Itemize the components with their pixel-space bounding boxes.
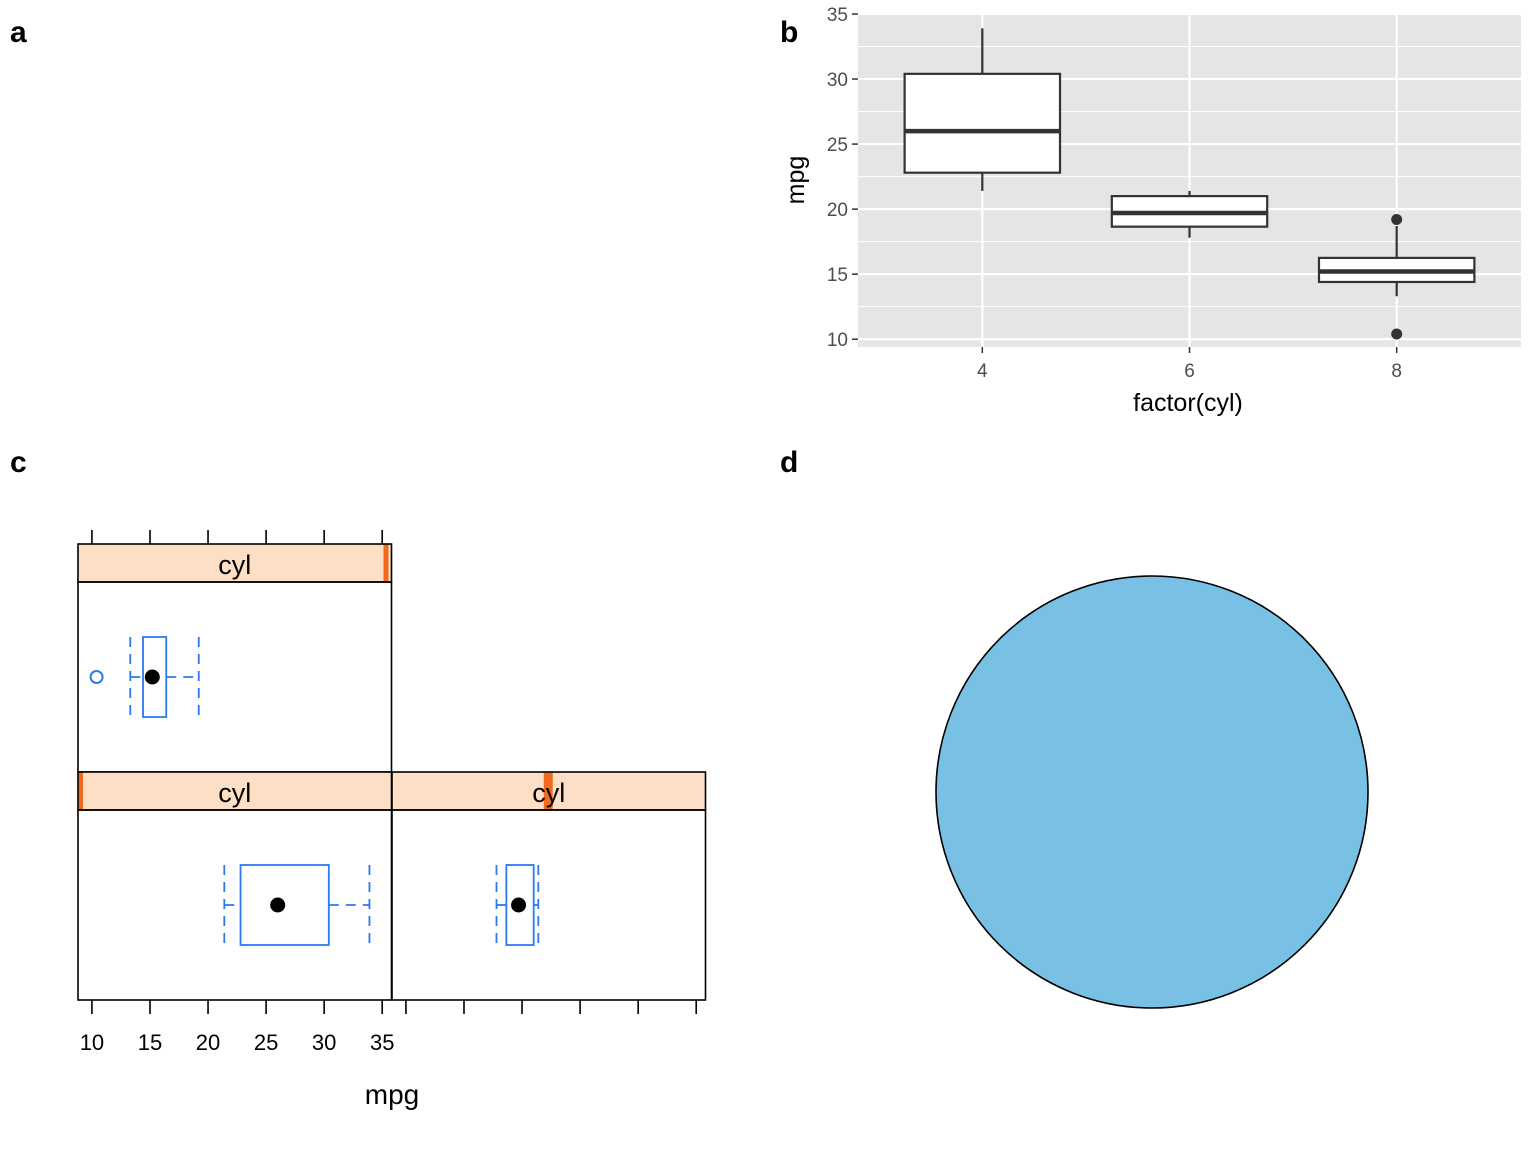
panel-d-circle	[935, 575, 1369, 1009]
panel-b-y-tick-label: 30	[827, 70, 848, 91]
panel-c-x-axis-title: mpg	[365, 1079, 419, 1110]
panel-c-panel-border	[391, 809, 707, 1001]
panel-c-strip-label: cyl	[218, 550, 251, 580]
panel-b-y-axis-title: mpg	[782, 156, 810, 205]
panel-c-bottom-tick-label: 25	[254, 1030, 278, 1055]
panel-b-x-tick-label: 4	[977, 361, 988, 382]
panel-b-outlier-point	[1391, 328, 1403, 340]
panel-c-strip-label: cyl	[218, 778, 251, 808]
panel-b-boxplot: factor(cyl) mpg 10 15 20 25 30 35 4 6 8	[782, 5, 1521, 417]
panel-tag-d: d	[780, 446, 798, 479]
panel-c-box	[142, 636, 168, 718]
panel-b-y-tick-label: 35	[827, 5, 848, 26]
panel-c-bottom-tick-label: 15	[138, 1030, 162, 1055]
panel-c-strip-label: cyl	[532, 778, 565, 808]
panel-c-strip-background	[78, 772, 392, 810]
panel-c-median-dot	[270, 897, 286, 913]
panel-tag-a: a	[10, 16, 27, 49]
panel-b-x-tick-label: 6	[1184, 361, 1195, 382]
panel-b-y-tick-label: 10	[827, 330, 848, 351]
panel-d-circle-plot	[935, 575, 1369, 1009]
panel-c-bottom-tick-label: 20	[196, 1030, 220, 1055]
panel-c-box	[239, 864, 330, 946]
panel-c-strip-level-marker	[543, 772, 553, 810]
panel-c-strip-background	[78, 544, 392, 582]
panel-b-y-tick-label: 20	[827, 200, 848, 221]
panel-b-box	[903, 72, 1062, 174]
panel-c-median-dot	[144, 669, 160, 685]
panel-c-box	[505, 864, 535, 946]
panel-c-strip-level-marker	[78, 772, 83, 810]
panel-b-outlier-point	[1391, 214, 1403, 226]
panel-b-y-tick-label: 25	[827, 135, 848, 156]
panel-c-strip-level-marker	[383, 544, 389, 582]
panel-b-y-tick-label: 15	[827, 265, 848, 286]
panel-c-bottom-tick-label: 30	[312, 1030, 336, 1055]
panel-c-bottom-tick-label: 10	[80, 1030, 104, 1055]
panel-c-panel-border	[77, 809, 393, 1001]
panel-tag-c: c	[10, 446, 27, 479]
panel-c-panel-border	[77, 581, 393, 773]
panel-c-median-dot	[511, 897, 527, 913]
panel-b-x-tick-label: 8	[1391, 361, 1402, 382]
panel-c-bottom-tick-label: 35	[370, 1030, 394, 1055]
panel-b-x-axis-title: factor(cyl)	[1133, 389, 1243, 417]
panel-c-outlier-point	[89, 670, 104, 684]
panel-tag-b: b	[780, 16, 798, 49]
panel-c-bwplot: mpg cyl cyl cyl 10 15 20 25 30 35	[77, 530, 707, 1110]
